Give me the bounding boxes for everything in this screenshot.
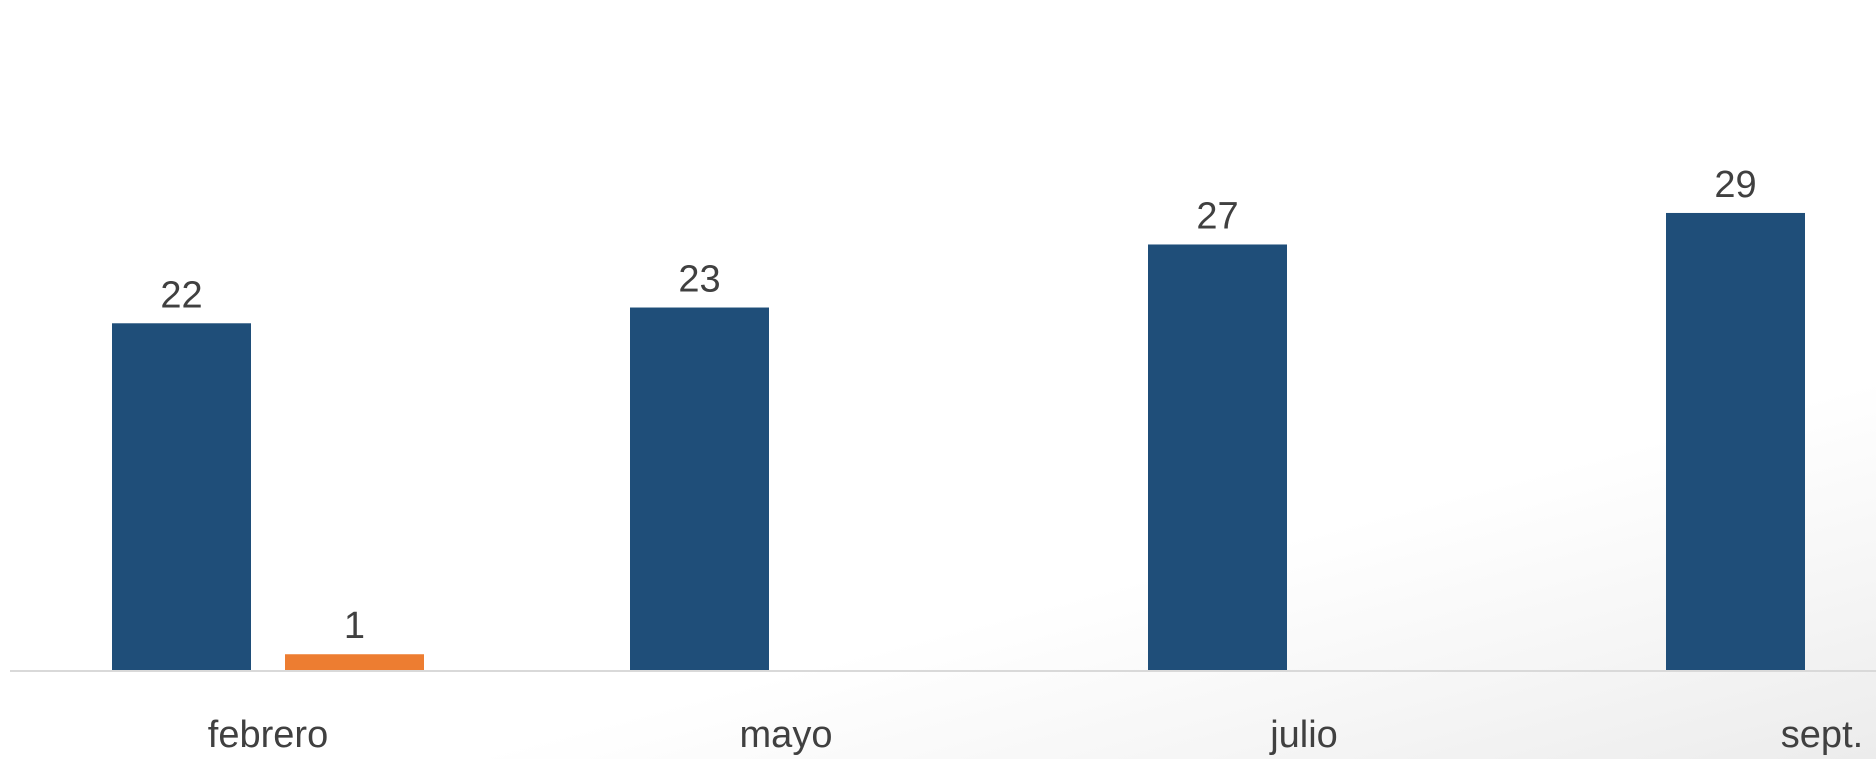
category-label-febrero: febrero: [208, 714, 328, 756]
category-label-julio: julio: [1269, 714, 1338, 756]
bar-febrero-series-2: [285, 654, 424, 670]
data-label-febrero-series-1: 22: [160, 274, 202, 316]
labels-layer: 22 1 23 27 29: [160, 164, 1756, 647]
data-label-mayo-series-1: 23: [678, 259, 720, 301]
data-label-julio-series-1: 27: [1196, 195, 1238, 237]
bar-julio-series-1: [1148, 244, 1287, 671]
data-label-sept-series-1: 29: [1714, 164, 1756, 206]
bar-febrero-series-1: [112, 323, 251, 670]
category-label-mayo: mayo: [740, 714, 833, 756]
category-labels: febrero mayo julio sept.: [208, 714, 1863, 756]
category-label-sept: sept.: [1781, 714, 1863, 756]
bar-sept-series-1: [1666, 212, 1805, 670]
bars-layer: [112, 212, 1805, 671]
bar-mayo-series-1: [630, 307, 769, 670]
data-label-febrero-series-2: 1: [344, 605, 365, 647]
